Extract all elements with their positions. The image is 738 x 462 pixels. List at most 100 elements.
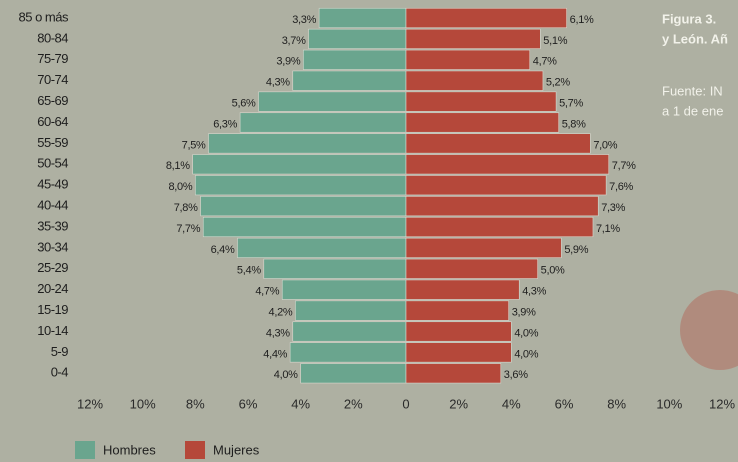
- value-label: 6,3%: [213, 118, 237, 130]
- bar: [293, 71, 406, 91]
- bar: [193, 155, 406, 175]
- value-label: 3,6%: [504, 369, 528, 381]
- bar: [406, 196, 598, 216]
- value-label: 5,6%: [232, 98, 256, 110]
- bar: [259, 92, 406, 112]
- bar: [406, 343, 511, 363]
- category-label: 85 o más: [19, 9, 69, 24]
- bar: [309, 29, 406, 49]
- value-label: 4,3%: [266, 327, 290, 339]
- bar: [406, 29, 540, 49]
- bar: [406, 280, 519, 300]
- category-label: 35-39: [37, 218, 68, 233]
- bar: [203, 217, 406, 237]
- value-label: 7,7%: [612, 160, 636, 172]
- x-tick-label: 2%: [449, 396, 468, 411]
- chart-subtitle: y León. Añ: [662, 31, 728, 46]
- bar: [406, 259, 538, 279]
- value-label: 8,0%: [168, 181, 192, 193]
- x-tick-label: 2%: [344, 396, 363, 411]
- value-label: 5,8%: [562, 118, 586, 130]
- chart: Figura 3. y León. Añ Fuente: IN a 1 de e…: [0, 0, 738, 462]
- bar: [406, 92, 556, 112]
- bar: [201, 196, 406, 216]
- value-label: 5,9%: [564, 244, 588, 256]
- value-label: 4,0%: [274, 369, 298, 381]
- category-label: 40-44: [37, 198, 68, 213]
- bar: [406, 8, 567, 28]
- x-tick-label: 10%: [656, 396, 682, 411]
- value-label: 4,7%: [533, 56, 557, 68]
- bar: [319, 8, 406, 28]
- bar: [406, 364, 501, 384]
- category-label: 20-24: [37, 281, 68, 296]
- legend-label: Mujeres: [213, 442, 260, 457]
- x-tick-label: 8%: [186, 396, 205, 411]
- value-label: 7,1%: [596, 223, 620, 235]
- bar: [406, 71, 543, 91]
- value-label: 4,0%: [514, 348, 538, 360]
- x-tick-label: 6%: [555, 396, 574, 411]
- bar: [237, 238, 406, 258]
- value-label: 6,4%: [211, 244, 235, 256]
- category-label: 65-69: [37, 93, 68, 108]
- x-tick-label: 0: [402, 396, 409, 411]
- bar: [406, 134, 590, 154]
- value-label: 5,4%: [237, 265, 261, 277]
- bar: [240, 113, 406, 133]
- x-tick-label: 12%: [77, 396, 103, 411]
- category-label: 25-29: [37, 260, 68, 275]
- value-label: 6,1%: [570, 14, 594, 26]
- legend-swatch: [75, 441, 95, 459]
- value-label: 5,1%: [543, 35, 567, 47]
- value-label: 5,2%: [546, 77, 570, 89]
- value-label: 7,5%: [182, 139, 206, 151]
- value-label: 7,7%: [176, 223, 200, 235]
- category-label: 50-54: [37, 156, 68, 171]
- category-label: 0-4: [51, 365, 69, 380]
- category-label: 15-19: [37, 302, 68, 317]
- category-label: 5-9: [51, 344, 69, 359]
- bar: [406, 238, 561, 258]
- x-tick-label: 10%: [130, 396, 156, 411]
- category-label: 80-84: [37, 30, 68, 45]
- value-label: 4,4%: [263, 348, 287, 360]
- value-label: 8,1%: [166, 160, 190, 172]
- value-label: 7,3%: [601, 202, 625, 214]
- legend-label: Hombres: [103, 442, 156, 457]
- value-label: 3,7%: [282, 35, 306, 47]
- source: a 1 de ene: [662, 103, 723, 118]
- value-label: 7,8%: [174, 202, 198, 214]
- category-label: 55-59: [37, 135, 68, 150]
- category-label: 70-74: [37, 72, 68, 87]
- value-label: 4,3%: [266, 77, 290, 89]
- x-tick-label: 12%: [709, 396, 735, 411]
- bar: [295, 301, 406, 321]
- category-label: 45-49: [37, 177, 68, 192]
- value-label: 7,6%: [609, 181, 633, 193]
- bar: [406, 155, 609, 175]
- bar: [303, 50, 406, 70]
- bar: [406, 50, 530, 70]
- value-label: 3,9%: [276, 56, 300, 68]
- bar: [406, 113, 559, 133]
- value-label: 4,2%: [269, 307, 293, 319]
- value-label: 4,0%: [514, 327, 538, 339]
- bar: [406, 217, 593, 237]
- bar: [406, 175, 606, 195]
- value-label: 7,0%: [593, 139, 617, 151]
- value-label: 4,7%: [255, 286, 279, 298]
- bar: [406, 301, 509, 321]
- category-label: 10-14: [37, 323, 68, 338]
- legend-swatch: [185, 441, 205, 459]
- value-label: 5,7%: [559, 98, 583, 110]
- x-tick-label: 4%: [502, 396, 521, 411]
- bar: [264, 259, 406, 279]
- bar: [195, 175, 406, 195]
- x-tick-label: 6%: [239, 396, 258, 411]
- x-tick-label: 8%: [607, 396, 626, 411]
- bar: [293, 322, 406, 342]
- value-label: 5,0%: [541, 265, 565, 277]
- category-label: 60-64: [37, 114, 68, 129]
- bar: [282, 280, 406, 300]
